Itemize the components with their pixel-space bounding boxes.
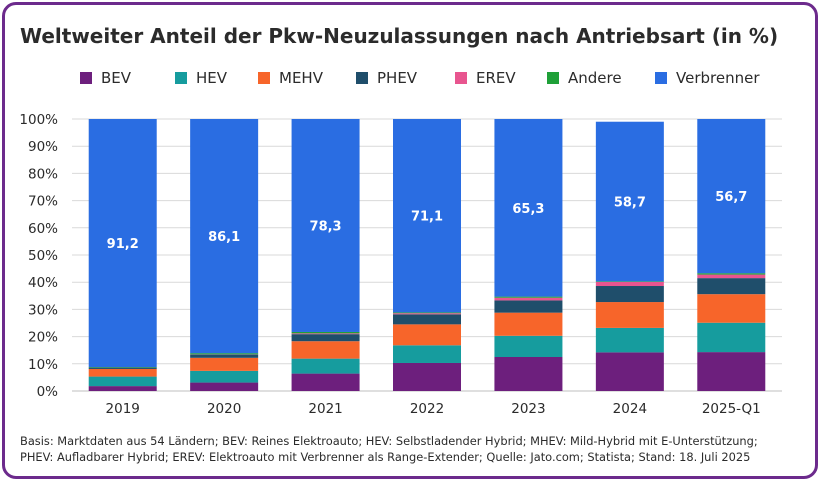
bar-segment-bev (88, 386, 157, 391)
legend-label: Verbrenner (676, 69, 760, 87)
legend-swatch (547, 72, 559, 84)
footnote-line-1: Basis: Marktdaten aus 54 Ländern; BEV: R… (20, 434, 758, 448)
data-label: 65,3 (512, 202, 544, 217)
bar-segment-erev (595, 281, 664, 287)
x-tick-label: 2023 (511, 401, 545, 417)
data-label: 71,1 (411, 210, 443, 225)
bar-segment-hev (595, 327, 664, 353)
bar-segment-hev (494, 335, 563, 357)
y-tick-label: 40% (28, 275, 58, 291)
legend-swatch (356, 72, 368, 84)
bar-segment-verbrenner (494, 119, 563, 297)
legend-item-mehv: MEHV (258, 69, 323, 87)
legend-label: EREV (476, 69, 516, 87)
bar-segment-andere (190, 353, 259, 355)
x-tick-label: 2022 (410, 401, 444, 417)
data-label: 78,3 (310, 219, 342, 234)
bar-segment-andere (595, 281, 664, 282)
y-tick-label: 100% (19, 112, 58, 128)
bar-segment-phev (190, 354, 259, 358)
legend-item-verbrenner: Verbrenner (655, 69, 760, 87)
data-label: 58,7 (614, 196, 646, 211)
bar-segment-andere (494, 296, 563, 298)
bar-segment-verbrenner (697, 119, 766, 274)
bar-segment-mehv (190, 357, 259, 371)
bar-segment-verbrenner (88, 119, 157, 368)
legend-label: BEV (101, 69, 132, 87)
bar-segment-mehv (291, 341, 360, 359)
x-tick-label: 2025-Q1 (702, 401, 761, 417)
legend-swatch (175, 72, 187, 84)
bar-segment-bev (393, 362, 461, 391)
bar-segment-hev (291, 358, 360, 374)
bar-segment-andere (697, 273, 766, 275)
x-tick-label: 2020 (207, 401, 241, 417)
y-tick-label: 80% (28, 166, 58, 182)
bar-segment-hev (190, 370, 259, 383)
bar-segment-hev (393, 345, 461, 363)
legend-label: MEHV (279, 69, 323, 87)
legend-item-bev: BEV (80, 69, 131, 87)
bar-segment-mehv (393, 324, 461, 346)
legend-item-phev: PHEV (356, 69, 417, 87)
y-tick-label: 90% (28, 139, 58, 155)
data-label: 56,7 (715, 190, 747, 205)
bar-segment-erev (494, 297, 563, 301)
bar-segment-bev (494, 357, 563, 391)
y-tick-label: 0% (37, 384, 59, 400)
data-label: 86,1 (208, 230, 240, 245)
footnote-line-2: PHEV: Aufladbarer Hybrid; EREV: Elektroa… (20, 450, 751, 464)
bar-segment-verbrenner (393, 119, 461, 313)
bar-segment-phev (494, 300, 563, 313)
bar-segment-mehv (88, 368, 157, 377)
bar-segment-erev (393, 313, 461, 315)
x-tick-label: 2021 (308, 401, 342, 417)
x-tick-label: 2019 (106, 401, 140, 417)
legend-item-andere: Andere (547, 69, 622, 87)
bar-segment-andere (88, 367, 157, 368)
bar-segment-mehv (494, 312, 563, 336)
bar-segment-bev (697, 352, 766, 391)
y-tick-label: 60% (28, 221, 58, 237)
legend-swatch (258, 72, 270, 84)
bar-segment-phev (291, 334, 360, 342)
bar-segment-phev (393, 314, 461, 325)
footnote: Basis: Marktdaten aus 54 Ländern; BEV: R… (20, 433, 810, 465)
legend-item-erev: EREV (455, 69, 516, 87)
chart-title: Weltweiter Anteil der Pkw-Neuzulassungen… (20, 24, 779, 48)
bar-segment-mehv (595, 302, 664, 328)
y-tick-label: 30% (28, 302, 58, 318)
data-label: 91,2 (107, 237, 139, 252)
bar-segment-verbrenner (595, 121, 664, 282)
legend-swatch (655, 72, 667, 84)
bar-segment-andere (291, 331, 360, 334)
bar-segment-bev (595, 352, 664, 391)
legend-item-hev: HEV (175, 69, 227, 87)
bar-segment-phev (88, 367, 157, 369)
legend-label: PHEV (377, 69, 418, 87)
legend-label: Andere (568, 69, 622, 87)
bar-segment-verbrenner (190, 119, 259, 354)
y-tick-label: 20% (28, 330, 58, 346)
legend-label: HEV (196, 69, 228, 87)
x-tick-label: 2024 (613, 401, 647, 417)
bar-segment-erev (291, 333, 360, 335)
bar-segment-bev (291, 373, 360, 391)
bar-segment-verbrenner (291, 119, 360, 332)
bar-segment-phev (697, 278, 766, 295)
bar-segment-andere (393, 312, 461, 314)
y-tick-label: 10% (28, 357, 58, 373)
bar-segment-hev (88, 376, 157, 387)
legend-swatch (80, 72, 92, 84)
bar-segment-hev (697, 322, 766, 353)
bar-segment-erev (697, 274, 766, 279)
y-tick-label: 70% (28, 194, 58, 210)
legend-swatch (455, 72, 467, 84)
bar-segment-phev (595, 286, 664, 303)
bar-segment-bev (190, 382, 259, 391)
bar-segment-mehv (697, 294, 766, 323)
y-tick-label: 50% (28, 248, 58, 264)
